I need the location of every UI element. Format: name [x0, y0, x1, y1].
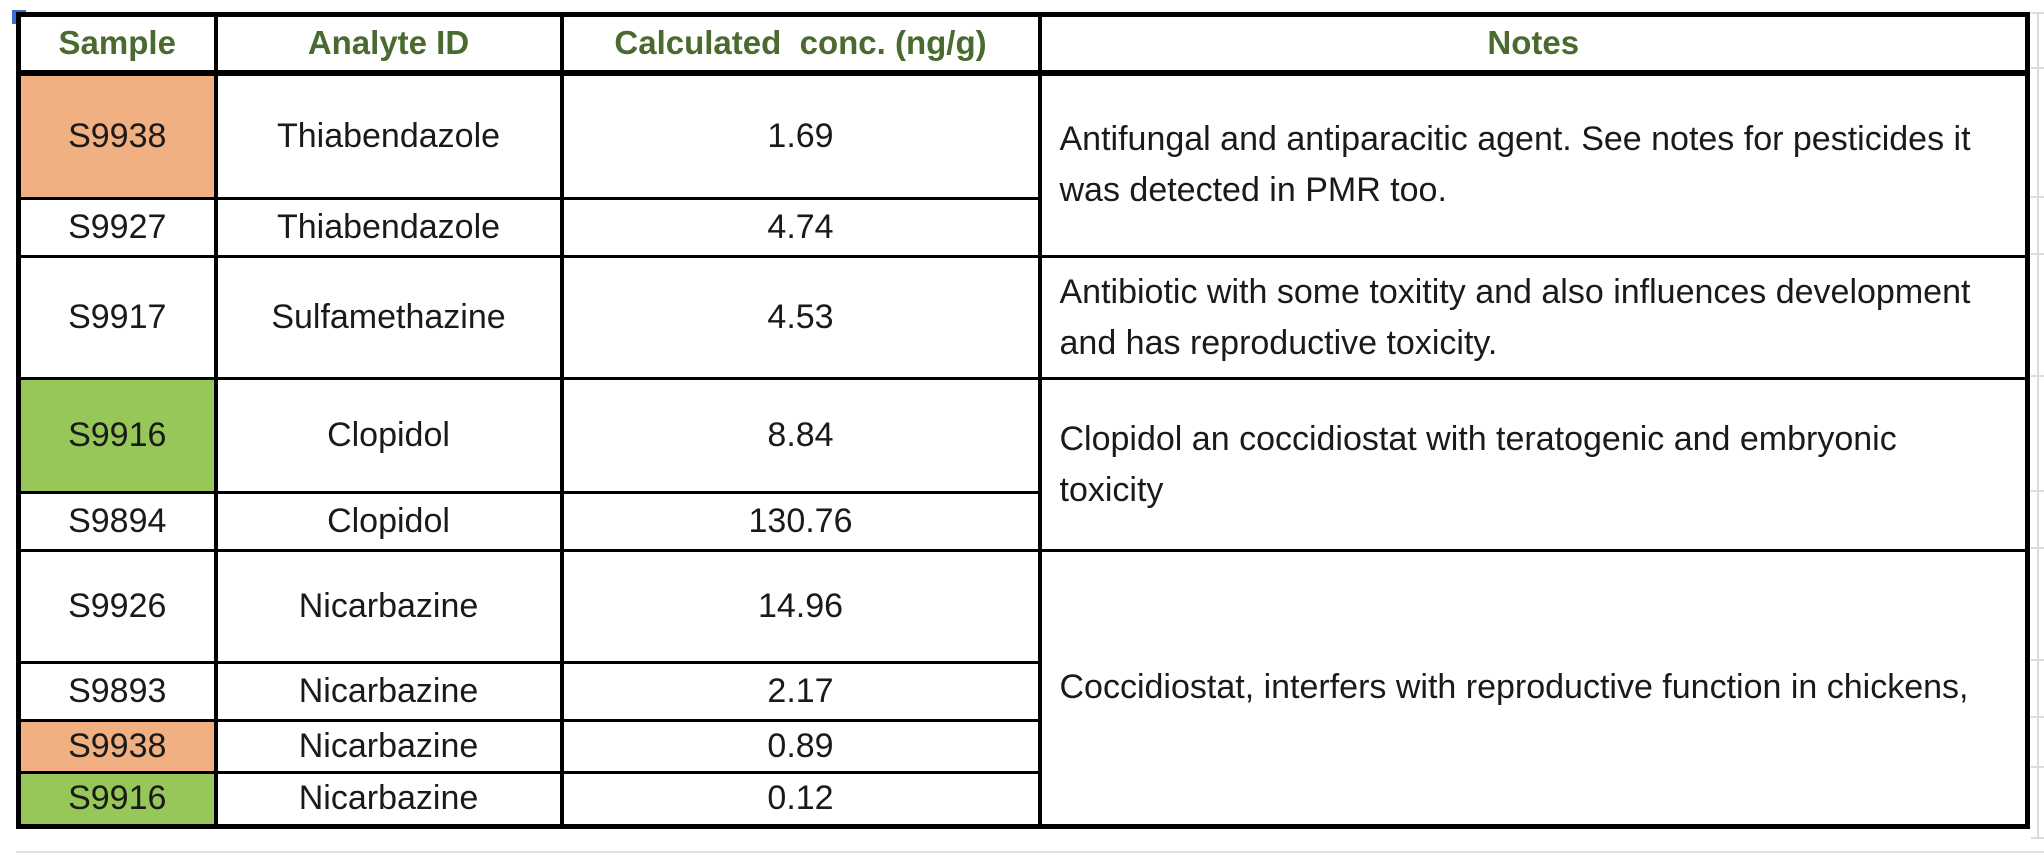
cell-sample[interactable]: S9916 [16, 771, 218, 828]
header-analyte-id[interactable]: Analyte ID [213, 13, 564, 76]
cell-notes[interactable]: Coccidiostat, interfers with reproductiv… [1037, 549, 2030, 828]
cell-sample[interactable]: S9938 [16, 718, 218, 775]
cell-conc[interactable]: 8.84 [559, 377, 1042, 494]
cell-notes[interactable]: Antibiotic with some toxitity and also i… [1037, 255, 2030, 380]
spreadsheet-gridline [2031, 12, 2044, 14]
spreadsheet-gridline [2031, 766, 2044, 768]
cell-sample[interactable]: S9938 [16, 71, 218, 200]
cell-conc[interactable]: 0.89 [559, 718, 1042, 775]
header-notes[interactable]: Notes [1037, 13, 2030, 76]
table-row: S9916 Nicarbazine 0.12 [16, 771, 2028, 828]
spreadsheet-gridline [2031, 196, 2044, 198]
cell-analyte[interactable]: Clopidol [213, 377, 564, 494]
cell-sample[interactable]: S9917 [16, 255, 218, 380]
cell-conc[interactable]: 130.76 [559, 491, 1042, 552]
spreadsheet-gridline [2031, 659, 2044, 661]
cell-analyte[interactable]: Thiabendazole [213, 197, 564, 258]
cell-conc[interactable]: 4.74 [559, 197, 1042, 258]
cell-sample[interactable]: S9893 [16, 661, 218, 722]
spreadsheet-gridline [16, 851, 2044, 853]
spreadsheet-gridline [2031, 253, 2044, 255]
cell-notes[interactable]: Antifungal and antiparacitic agent. See … [1037, 71, 2030, 258]
spreadsheet-gridline [2031, 375, 2044, 377]
cell-conc[interactable]: 1.69 [559, 71, 1042, 200]
spreadsheet-gridline [2031, 837, 2044, 839]
cell-analyte[interactable]: Nicarbazine [213, 718, 564, 775]
table-row: S9926 Nicarbazine 14.96 Coccidiostat, in… [16, 549, 2030, 828]
table-row: S9927 Thiabendazole 4.74 [16, 197, 2028, 258]
cell-conc[interactable]: 4.53 [559, 255, 1042, 380]
cell-sample[interactable]: S9894 [16, 491, 218, 552]
cell-sample[interactable]: S9916 [16, 377, 218, 494]
spreadsheet-gridline [2031, 67, 2044, 69]
cell-analyte[interactable]: Nicarbazine [213, 661, 564, 722]
cell-analyte[interactable]: Clopidol [213, 491, 564, 552]
cell-notes[interactable]: Clopidol an coccidiostat with teratogeni… [1037, 377, 2030, 552]
analyte-results-table: Sample Analyte ID Calculated conc. (ng/g… [16, 12, 2030, 829]
cell-sample[interactable]: S9927 [16, 197, 218, 258]
header-sample[interactable]: Sample [16, 13, 218, 76]
table-row: S9894 Clopidol 130.76 [16, 491, 2028, 552]
cell-analyte[interactable]: Nicarbazine [213, 549, 564, 664]
spreadsheet-gridline [2031, 547, 2044, 549]
spreadsheet-gridline [2031, 490, 2044, 492]
cell-conc[interactable]: 0.12 [559, 771, 1042, 828]
cell-conc[interactable]: 2.17 [559, 661, 1042, 722]
cell-analyte[interactable]: Sulfamethazine [213, 255, 564, 380]
table-row: S9938 Nicarbazine 0.89 [16, 718, 2028, 775]
header-row: Sample Analyte ID Calculated conc. (ng/g… [16, 13, 2030, 76]
spreadsheet-gridline [2031, 716, 2044, 718]
table-row: S9917 Sulfamethazine 4.53 Antibiotic wit… [16, 255, 2030, 380]
header-calculated-conc[interactable]: Calculated conc. (ng/g) [559, 13, 1042, 76]
table-row: S9916 Clopidol 8.84 Clopidol an coccidio… [16, 377, 2030, 552]
spreadsheet-gridline [2037, 12, 2039, 839]
cell-sample[interactable]: S9926 [16, 549, 218, 664]
table-row: S9893 Nicarbazine 2.17 [16, 661, 2028, 722]
cell-analyte[interactable]: Nicarbazine [213, 771, 564, 828]
cell-conc[interactable]: 14.96 [559, 549, 1042, 664]
table-row: S9938 Thiabendazole 1.69 Antifungal and … [16, 71, 2030, 258]
cell-analyte[interactable]: Thiabendazole [213, 71, 564, 200]
